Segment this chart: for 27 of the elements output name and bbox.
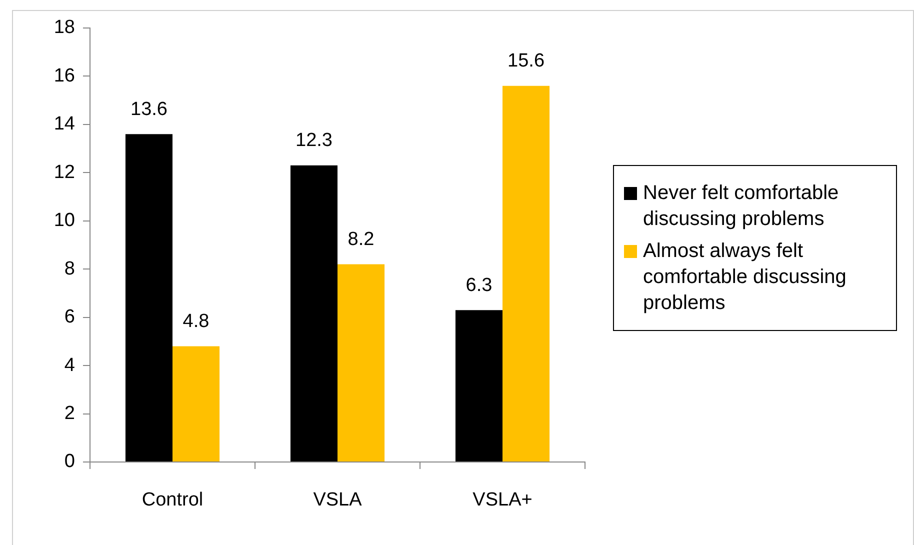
y-tick-label: 16 bbox=[54, 65, 75, 86]
y-tick-label: 12 bbox=[54, 162, 75, 183]
y-tick-label: 2 bbox=[64, 403, 75, 424]
data-label: 13.6 bbox=[130, 98, 168, 120]
data-label: 4.8 bbox=[182, 311, 210, 332]
x-tick-label: VSLA+ bbox=[472, 490, 532, 511]
y-tick-label: 10 bbox=[54, 210, 75, 232]
y-tick-label: 8 bbox=[64, 258, 75, 280]
bar bbox=[125, 134, 172, 462]
x-tick-label: Control bbox=[142, 490, 204, 511]
data-label: 15.6 bbox=[508, 50, 545, 72]
y-tick-label: 6 bbox=[64, 306, 75, 328]
bar bbox=[502, 86, 550, 462]
y-tick-label: 18 bbox=[54, 17, 75, 38]
bar bbox=[172, 346, 220, 462]
data-label: 6.3 bbox=[466, 274, 492, 296]
bar bbox=[338, 264, 385, 462]
bar bbox=[290, 165, 338, 462]
legend-label: Almost always felt comfortable discussing problems bbox=[643, 239, 848, 316]
y-tick-label: 14 bbox=[54, 114, 76, 135]
bar bbox=[455, 310, 502, 462]
data-label: 8.2 bbox=[348, 229, 374, 250]
legend-label: Never felt comfortable discussing problems bbox=[643, 181, 840, 232]
y-tick-label: 4 bbox=[64, 354, 76, 376]
data-label: 12.3 bbox=[295, 130, 332, 152]
y-tick-label: 0 bbox=[64, 451, 75, 472]
x-tick-label: VSLA bbox=[313, 490, 362, 511]
